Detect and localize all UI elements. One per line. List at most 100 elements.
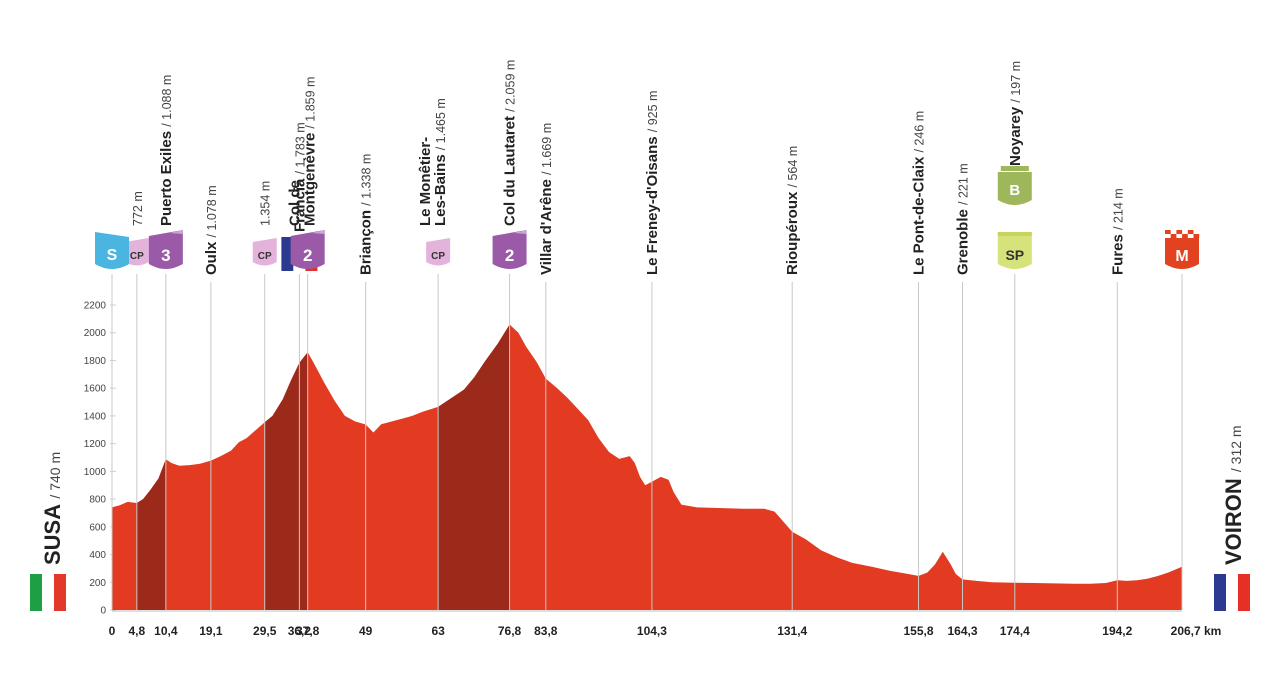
waypoint-altitude: / 1.088 m	[160, 75, 174, 127]
waypoint-label: 772 m	[131, 191, 145, 226]
km-label: 19,1	[199, 624, 223, 638]
y-axis: 0 200 400 600 800 1000 1200 1400 1600 1800 2000 220…	[84, 301, 107, 617]
km-label: 174,4	[1000, 624, 1030, 638]
badge-2: 2	[290, 230, 325, 269]
waypoint-text: Fures / 214 m	[1109, 188, 1126, 275]
badge-b+sp: B SP	[997, 166, 1032, 269]
y-tick-label: 0	[100, 606, 106, 617]
waypoint-altitude: / 564 m	[786, 146, 800, 188]
start-badge-text: S	[107, 247, 118, 264]
y-tick-label: 1000	[84, 467, 107, 478]
waypoint-altitude: / 246 m	[913, 111, 927, 153]
km-label: 104,3	[637, 624, 667, 638]
waypoint-label: Le Pont-de-Claix / 246 m	[911, 111, 928, 275]
y-tick-label: 1400	[84, 411, 107, 422]
waypoint-name: Oulx	[203, 237, 220, 275]
y-tick-label: 1800	[84, 356, 107, 367]
waypoint-altitude: / 197 m	[1009, 61, 1023, 103]
waypoint-text: Le Freney-d'Oisans / 925 m	[644, 91, 661, 275]
waypoint-altitude: / 1.783 m	[293, 122, 307, 174]
flag-white	[42, 574, 54, 611]
cp-badge-text: CP	[431, 251, 445, 262]
climb-badge-shape	[492, 230, 527, 269]
waypoint-label: Francia / 1.783 m	[291, 122, 308, 232]
bonus-badge-top	[1000, 166, 1029, 171]
flag-blue	[1214, 574, 1226, 611]
waypoint-name: Col de	[287, 180, 304, 226]
waypoint-name: Noyarey	[1007, 103, 1024, 166]
finish-name: VOIRON / 312 m	[1221, 425, 1246, 565]
waypoint-altitude: 1.354 m	[259, 181, 273, 226]
flag-red	[1238, 574, 1250, 611]
waypoint-name: Puerto Exiles	[158, 127, 175, 226]
finish-town: VOIRON	[1221, 472, 1246, 565]
climb-segment	[264, 324, 308, 610]
finish-check	[1187, 230, 1194, 234]
waypoint-altitude: / 1.338 m	[360, 154, 374, 206]
elevation-area	[112, 324, 1182, 610]
waypoint-label: Rioupéroux / 564 m	[784, 146, 801, 275]
x-axis: 4,8 10,4 19,1 29,5 36,237,8 49 63 76,8 83,8 104,3…	[109, 624, 1222, 638]
waypoint-text: Briançon / 1.338 m	[358, 154, 375, 275]
sprint-badge-top	[997, 232, 1032, 236]
waypoint-text: Col du Lautaret / 2.059 m	[502, 60, 519, 226]
grid	[110, 304, 1182, 612]
waypoint-label: Col du Lautaret / 2.059 m	[502, 60, 519, 226]
waypoint-label: Fures / 214 m	[1109, 188, 1126, 275]
climb-category-text: 3	[161, 246, 170, 265]
km-label: 29,5	[253, 624, 277, 638]
y-tick-label: 600	[89, 522, 106, 533]
bonus-badge-shape	[997, 172, 1032, 205]
waypoint-text: Grenoble / 221 m	[955, 163, 972, 275]
y-tick-label: 1600	[84, 384, 107, 395]
waypoint-name: Grenoble	[955, 205, 972, 275]
cp-badge-shape	[252, 238, 277, 266]
km-label: 83,8	[534, 624, 558, 638]
waypoint-lines	[111, 274, 1183, 610]
finish-check	[1182, 234, 1188, 238]
km-label: 4,8	[129, 624, 146, 638]
waypoint-text: Oulx / 1.078 m	[203, 185, 220, 275]
badge-m: M	[1165, 230, 1200, 269]
y-tick-label: 2200	[84, 301, 107, 312]
start-altitude: / 740 m	[47, 452, 63, 499]
finish-check	[1193, 234, 1200, 238]
waypoint-text: Puerto Exiles / 1.088 m	[158, 75, 175, 226]
km-label: 131,4	[777, 624, 807, 638]
waypoint-altitude: / 1.669 m	[540, 123, 554, 175]
climb-badge-tip	[311, 230, 325, 234]
start-finish: SUSA / 740 m VOIRON / 312 m	[30, 425, 1250, 611]
badge-cp: CP	[124, 238, 149, 266]
waypoint-text: 772 m	[131, 191, 145, 226]
waypoint-name: Col du Lautaret	[502, 112, 519, 226]
finish-badge-shape	[1165, 238, 1199, 269]
km-label: 63	[431, 624, 445, 638]
start-name: SUSA / 740 m	[40, 452, 65, 565]
waypoint-label: Oulx / 1.078 m	[203, 185, 220, 275]
start-town: SUSA	[40, 499, 65, 565]
km-label: 206,7 km	[1171, 624, 1222, 638]
y-tick-label: 1200	[84, 439, 107, 450]
waypoint-name: Villar d'Arêne	[538, 175, 555, 275]
waypoint-text: Noyarey / 197 m	[1007, 61, 1024, 166]
km-label: 36,2	[288, 624, 312, 638]
finish-check	[1176, 230, 1183, 234]
waypoint-label: Grenoble / 221 m	[955, 163, 972, 275]
km-label: 37,8	[296, 624, 320, 638]
waypoint-altitude: 772 m	[131, 191, 145, 226]
waypoint-altitude: / 214 m	[1111, 188, 1125, 230]
waypoint-altitude: / 1.465 m	[434, 98, 448, 150]
waypoint-label: Le Freney-d'Oisans / 925 m	[644, 91, 661, 275]
waypoint-name: Le Freney-d'Oisans	[644, 132, 661, 275]
flag-red	[54, 574, 66, 611]
waypoint-text: Rioupéroux / 564 m	[784, 146, 801, 275]
waypoint-label: Puerto Exiles / 1.088 m	[158, 75, 175, 226]
waypoint-labels: 772 m Puerto Exiles / 1.088 m Oulx / 1.078…	[131, 60, 1126, 275]
cp-badge-text: CP	[130, 251, 144, 262]
waypoint-text: Le Monêtier-Les-Bains / 1.465 m	[417, 98, 449, 226]
waypoint-label: Le Monêtier-Les-Bains / 1.465 m	[417, 98, 449, 226]
badge-s: S	[95, 232, 129, 269]
waypoint-label: 1.354 m	[259, 181, 273, 226]
finish-check	[1170, 234, 1177, 238]
